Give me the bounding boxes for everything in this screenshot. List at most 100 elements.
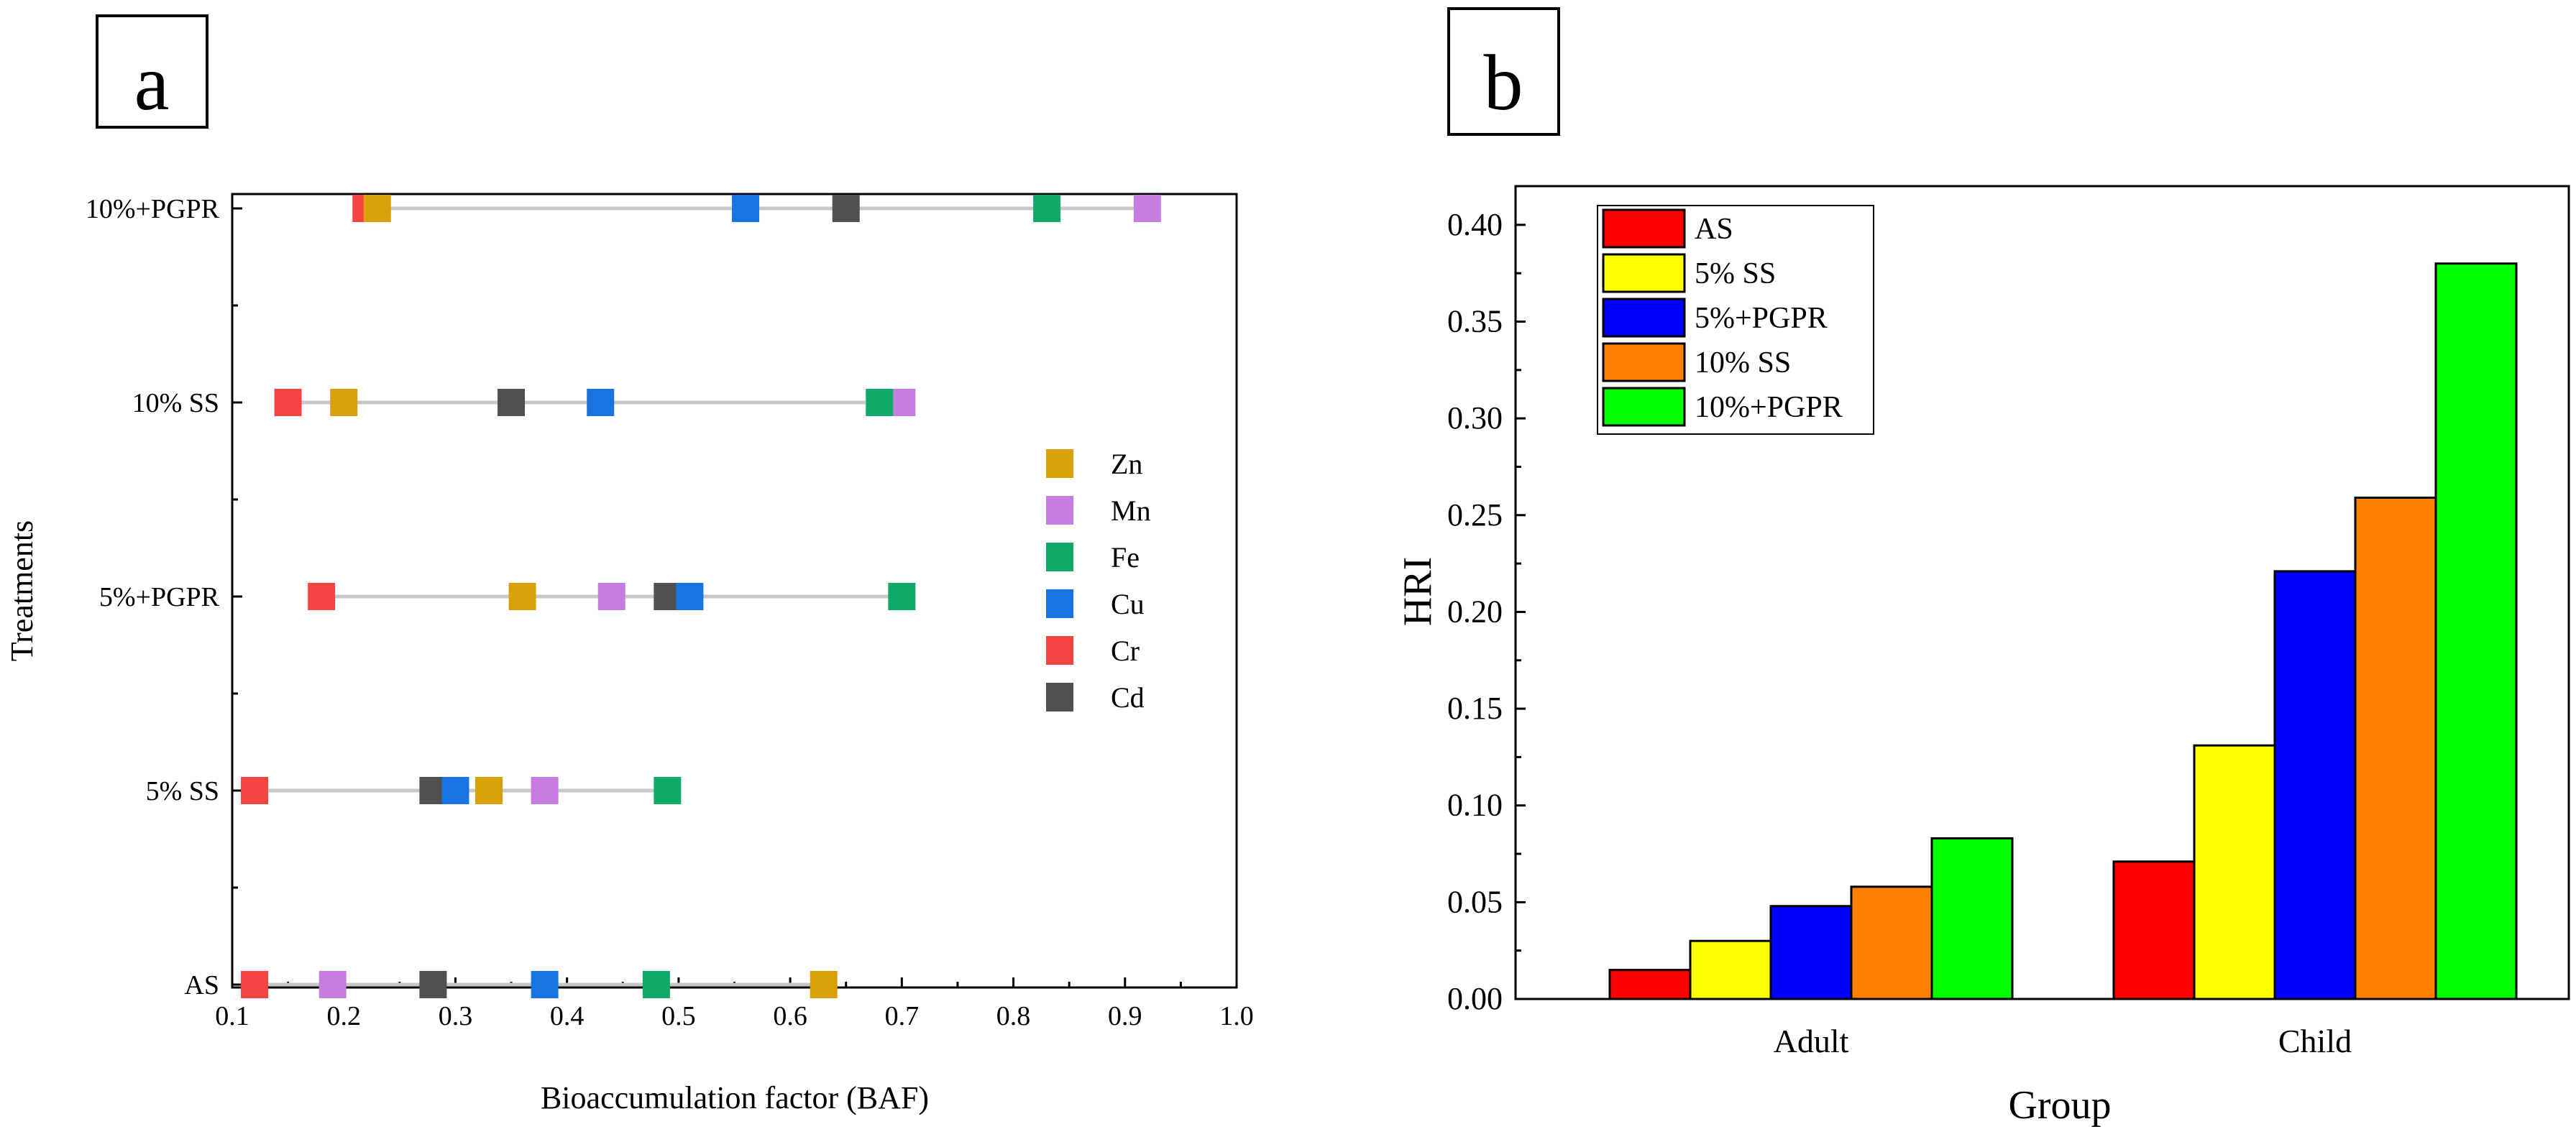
a-point-cu <box>531 971 559 998</box>
panel-b-label: b <box>1484 39 1523 126</box>
a-legend-label: Cu <box>1111 588 1145 620</box>
panel-b-y-axis-label: HRI <box>1395 557 1440 626</box>
a-point-cr <box>274 389 302 416</box>
b-legend-swatch <box>1602 387 1686 427</box>
b-legend-swatch <box>1602 253 1686 293</box>
a-point-cr <box>308 583 336 610</box>
b-bar-child <box>2273 570 2357 1000</box>
a-point-cd <box>419 971 447 998</box>
a-point-cu <box>676 583 704 610</box>
b-y-tick-label: 0.10 <box>1447 788 1503 823</box>
a-point-cu <box>441 777 469 804</box>
panel-b-y-tick-labels: 0.00 0.05 0.10 0.15 0.20 0.25 0.30 0.35 0.40 <box>1447 207 1503 1016</box>
b-y-tick-label: 0.00 <box>1447 981 1503 1016</box>
panel-b-bars <box>1608 262 2518 1000</box>
a-legend-label: Cr <box>1111 635 1140 667</box>
a-legend-swatch-zn <box>1046 449 1073 478</box>
a-x-tick-label: 0.5 <box>661 1001 696 1031</box>
b-bar-adult <box>1608 969 1692 1000</box>
a-y-category-label: 10%+PGPR <box>86 194 220 224</box>
a-point-mn <box>1133 195 1161 222</box>
b-legend-swatch <box>1602 342 1686 382</box>
b-legend-label: AS <box>1695 213 1733 246</box>
panel-a: a 0.1 0.2 0.3 0.4 0.5 0.6 0.7 0.8 0.9 1.0 AS 5% SS… <box>4 14 1254 1115</box>
panel-a-x-axis-label: Bioaccumulation factor (BAF) <box>541 1080 929 1115</box>
b-legend-label: 5%+PGPR <box>1695 302 1828 335</box>
b-y-tick-label: 0.40 <box>1447 207 1503 242</box>
b-y-tick-label: 0.20 <box>1447 594 1503 629</box>
panel-a-label: a <box>134 39 170 126</box>
a-x-tick-label: 0.3 <box>439 1001 473 1031</box>
a-y-category-label: AS <box>184 970 219 1000</box>
panel-a-y-axis-label: Treatments <box>4 520 40 661</box>
panel-b-plot-frame <box>1514 185 2570 1000</box>
a-point-mn <box>318 971 347 998</box>
b-legend-swatch <box>1602 208 1686 249</box>
b-y-tick-label: 0.15 <box>1447 691 1503 726</box>
b-y-tick-label: 0.35 <box>1447 304 1503 339</box>
b-bar-adult <box>1769 905 1853 1000</box>
a-point-fe <box>1033 195 1061 222</box>
b-y-tick-label: 0.30 <box>1447 400 1503 436</box>
a-x-tick-label: 0.4 <box>550 1001 585 1031</box>
panel-b-legend: AS 5% SS 5%+PGPR 10% SS 10%+PGPR <box>1597 205 1874 435</box>
b-bar-adult <box>1689 939 1772 1000</box>
a-point-zn <box>330 389 358 416</box>
b-bar-child <box>2354 497 2437 1000</box>
a-x-tick-label: 0.9 <box>1108 1001 1142 1031</box>
a-legend-label: Mn <box>1111 494 1151 527</box>
b-x-category-label: Child <box>2278 1023 2352 1059</box>
a-legend-swatch-mn <box>1046 496 1073 525</box>
a-x-tick-label: 0.6 <box>773 1001 807 1031</box>
a-point-zn <box>508 583 536 610</box>
b-bar-adult <box>1850 885 1933 1000</box>
panel-b-x-category-labels: Adult Child <box>1774 1023 2352 1059</box>
a-x-tick-label: 0.7 <box>885 1001 920 1031</box>
panel-b-label-box <box>1447 7 1560 136</box>
panel-b: b 0.00 0.05 0.10 0.15 0.20 0.25 0.30 0.35 0.40 A… <box>1395 7 2570 1128</box>
b-y-tick-label: 0.05 <box>1447 884 1503 919</box>
b-bar-child <box>2193 744 2276 1000</box>
a-point-mn <box>597 583 625 610</box>
a-legend-swatch-cr <box>1046 636 1073 665</box>
panel-a-plot-frame <box>231 193 1238 989</box>
b-bar-child <box>2112 860 2196 1000</box>
a-point-zn <box>810 971 838 998</box>
a-y-category-label: 10% SS <box>132 388 219 418</box>
a-legend-swatch-fe <box>1046 543 1073 571</box>
a-point-fe <box>866 389 894 416</box>
a-point-zn <box>475 777 503 804</box>
a-legend-label: Zn <box>1111 448 1142 480</box>
b-legend-label: 10% SS <box>1695 346 1791 379</box>
b-x-category-label: Adult <box>1774 1023 1849 1059</box>
a-x-tick-label: 1.0 <box>1219 1001 1254 1031</box>
a-x-tick-label: 0.8 <box>996 1001 1031 1031</box>
a-point-zn <box>363 195 391 222</box>
a-point-cr <box>241 777 269 804</box>
a-point-cd <box>832 195 860 222</box>
a-point-fe <box>642 971 670 998</box>
panel-a-label-box <box>96 14 208 129</box>
a-x-tick-label: 0.2 <box>326 1001 361 1031</box>
a-point-mn <box>531 777 559 804</box>
a-x-tick-label: 0.1 <box>215 1001 249 1031</box>
b-legend-label: 10%+PGPR <box>1695 391 1843 424</box>
b-bar-child <box>2434 262 2518 1000</box>
panel-b-axis-ticks <box>1516 224 2316 1000</box>
a-legend-swatch-cd <box>1046 683 1073 712</box>
a-legend-label: Cd <box>1111 681 1145 714</box>
panel-a-legend: Zn Mn Fe Cu Cr Cd <box>1046 448 1151 714</box>
a-y-category-label: 5%+PGPR <box>99 582 220 612</box>
panel-a-y-category-labels: AS 5% SS 5%+PGPR 10% SS 10%+PGPR <box>86 194 220 1000</box>
a-point-cd <box>498 389 526 416</box>
a-point-cu <box>587 389 615 416</box>
b-legend-label: 5% SS <box>1695 257 1776 290</box>
a-point-cu <box>732 195 760 222</box>
panel-a-points <box>241 195 1161 998</box>
panel-a-x-tick-labels: 0.1 0.2 0.3 0.4 0.5 0.6 0.7 0.8 0.9 1.0 <box>215 1001 1254 1031</box>
a-y-category-label: 5% SS <box>146 776 219 806</box>
b-bar-adult <box>1930 837 2014 1000</box>
a-point-fe <box>888 583 916 610</box>
a-legend-swatch-cu <box>1046 589 1073 618</box>
